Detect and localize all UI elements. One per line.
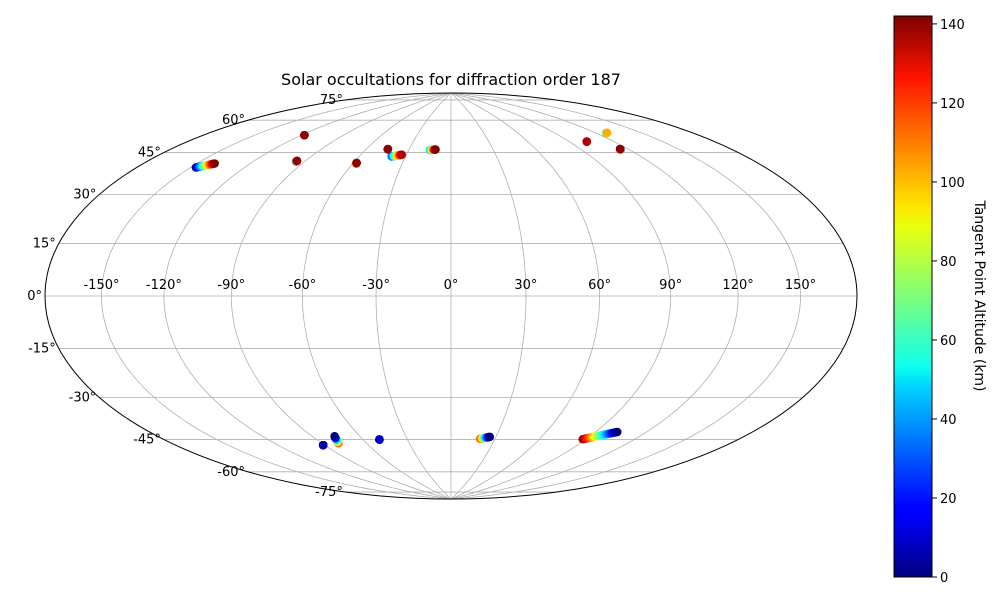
data-point	[330, 432, 339, 441]
occultation-track	[291, 156, 302, 166]
lon-tick-label: 90°	[659, 278, 682, 293]
map-boundary	[44, 92, 858, 500]
data-point	[375, 435, 384, 444]
occultation-track	[578, 427, 622, 444]
data-point	[602, 128, 612, 137]
colorbar-tick-label: 100	[940, 176, 965, 191]
occultation-track	[582, 137, 591, 146]
occultation-track	[383, 144, 393, 154]
data-point	[615, 144, 625, 154]
occultation-track	[425, 145, 440, 155]
occultation-track	[387, 150, 407, 161]
lon-tick-label: 120°	[722, 278, 753, 293]
lat-tick-label: 45°	[138, 146, 161, 161]
lon-tick-labels: -150° -120° -90° -60° -30° 0° 30° 60° 90° 120° 150…	[83, 278, 816, 293]
lon-tick-label: 60°	[588, 278, 611, 293]
lat-tick-label: 60°	[222, 113, 245, 128]
colorbar-tick-label: 140	[940, 18, 965, 33]
occultation-track	[351, 158, 361, 168]
lon-tick-label: -120°	[146, 278, 182, 293]
data-point	[210, 159, 219, 168]
lat-tick-label: -75°	[315, 485, 343, 500]
occultation-track	[318, 440, 328, 450]
data-point	[300, 130, 309, 140]
colorbar-ticks: 0 20 40 60 80 100 120 140	[932, 18, 965, 586]
lat-tick-label: -45°	[133, 433, 161, 448]
lat-tick-label: -15°	[28, 342, 56, 357]
grid	[45, 93, 857, 499]
data-point	[431, 145, 440, 154]
colorbar: 0 20 40 60 80 100 120 140 Tangent Point Altitud…	[893, 15, 987, 586]
colorbar-label: Tangent Point Altitude (km)	[971, 199, 987, 391]
colorbar-tick-label: 80	[940, 255, 957, 270]
data-point	[485, 432, 495, 442]
chart-title: Solar occultations for diffraction order…	[281, 70, 621, 89]
lat-tick-label: -30°	[69, 391, 97, 406]
lon-tick-label: -150°	[83, 278, 119, 293]
lat-tick-label: 0°	[27, 289, 42, 304]
lon-tick-label: -90°	[217, 278, 245, 293]
colorbar-tick-label: 40	[940, 413, 957, 428]
data-points	[191, 128, 626, 450]
lon-tick-label: -60°	[289, 278, 317, 293]
data-point	[292, 156, 302, 166]
data-point	[383, 144, 393, 154]
lon-tick-label: -30°	[362, 278, 390, 293]
occultation-track	[476, 432, 495, 444]
lat-tick-label: -60°	[217, 465, 245, 480]
colorbar-gradient	[893, 15, 933, 578]
occultation-track	[601, 128, 612, 138]
colorbar-tick-label: 60	[940, 334, 957, 349]
lat-tick-label: 15°	[33, 237, 56, 252]
colorbar-tick-label: 20	[940, 492, 957, 507]
colorbar-tick-label: 120	[940, 97, 965, 112]
data-point	[352, 158, 361, 168]
data-point	[582, 137, 591, 146]
occultation-track	[300, 130, 309, 140]
data-point	[613, 427, 622, 437]
occultation-track	[375, 435, 384, 444]
occultation-track	[191, 159, 219, 172]
lon-tick-label: 30°	[514, 278, 537, 293]
data-point	[397, 150, 407, 159]
occultation-track	[330, 432, 343, 448]
lat-tick-label: 30°	[73, 188, 96, 203]
lat-tick-labels: 75° 60° 45° 30° 15° 0° -15° -30° -45° -60° -75°	[27, 93, 343, 500]
colorbar-tick-label: 0	[940, 571, 948, 586]
map-area: -150° -120° -90° -60° -30° 0° 30° 60° 90° 120° 150…	[27, 92, 858, 500]
occultation-track	[615, 144, 626, 154]
lon-tick-label: 0°	[444, 278, 459, 293]
lat-tick-label: 75°	[320, 93, 343, 108]
lon-tick-label: 150°	[785, 278, 816, 293]
data-point	[318, 440, 328, 450]
